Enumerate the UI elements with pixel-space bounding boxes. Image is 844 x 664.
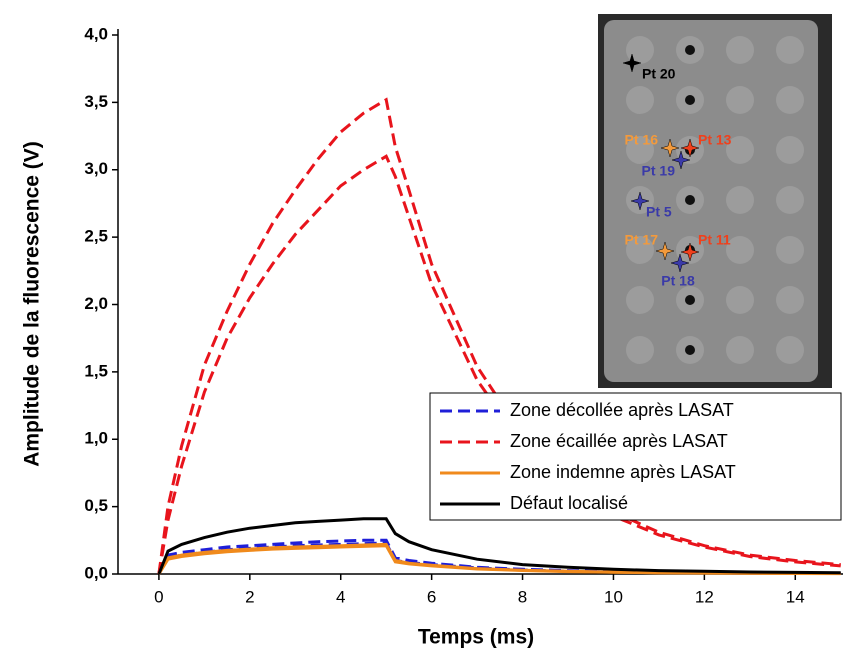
- y-axis-title: Amplitude de la fluorescence (V): [21, 141, 44, 467]
- x-tick-label: 2: [245, 587, 254, 606]
- legend-label: Zone indemne après LASAT: [510, 462, 736, 482]
- y-tick-label: 1,0: [84, 429, 108, 448]
- inset-hole: [685, 345, 695, 355]
- y-tick-label: 1,5: [84, 361, 108, 380]
- y-tick-label: 3,0: [84, 159, 108, 178]
- x-tick-label: 14: [786, 587, 805, 606]
- inset-spot: [726, 336, 754, 364]
- legend-label: Zone décollée après LASAT: [510, 400, 734, 420]
- inset-star: [660, 138, 680, 158]
- inset-spot: [776, 86, 804, 114]
- y-tick-label: 0,5: [84, 496, 108, 515]
- legend-box: [429, 392, 842, 521]
- inset-hole: [685, 295, 695, 305]
- inset-label: Pt 16: [625, 132, 659, 148]
- inset-spot: [626, 236, 654, 264]
- series-line: [157, 517, 841, 575]
- inset-hole: [685, 95, 695, 105]
- inset-spot: [776, 136, 804, 164]
- inset-star: [622, 53, 642, 73]
- x-tick-label: 10: [604, 587, 623, 606]
- x-axis-title: Temps (ms): [418, 626, 534, 649]
- inset-hole: [685, 195, 695, 205]
- inset-spot: [776, 236, 804, 264]
- series-line: [157, 544, 841, 576]
- inset-spot: [726, 86, 754, 114]
- inset-spot: [626, 86, 654, 114]
- inset-spot: [726, 236, 754, 264]
- inset-star: [655, 241, 675, 261]
- inset-star: [680, 138, 700, 158]
- inset-spot: [726, 186, 754, 214]
- series-line: [157, 97, 841, 575]
- inset-star: [630, 191, 650, 211]
- inset-hole: [685, 45, 695, 55]
- inset-label: Pt 5: [646, 204, 672, 220]
- inset-spot: [776, 286, 804, 314]
- inset-label: Pt 20: [642, 66, 676, 82]
- series-line: [157, 154, 841, 575]
- legend-label: Défaut localisé: [510, 493, 628, 513]
- inset-label: Pt 19: [642, 163, 676, 179]
- inset-spot: [726, 36, 754, 64]
- inset-spot: [726, 136, 754, 164]
- x-tick-label: 12: [695, 587, 714, 606]
- y-tick-label: 0,0: [84, 563, 108, 582]
- inset-spot: [726, 286, 754, 314]
- y-tick-label: 2,0: [84, 294, 108, 313]
- y-tick-label: 3,5: [84, 92, 108, 111]
- inset-image: Pt 20 Pt 16 Pt 13 Pt 19 Pt 5 Pt 17 Pt 11 Pt 18: [598, 14, 832, 388]
- inset-spot: [776, 336, 804, 364]
- inset-label: Pt 11: [698, 232, 731, 248]
- inset-star: [670, 253, 690, 273]
- inset-star: [680, 242, 700, 262]
- x-tick-label: 6: [427, 587, 436, 606]
- inset-plate: [604, 20, 818, 382]
- x-tick-label: 8: [518, 587, 527, 606]
- inset-spot: [626, 286, 654, 314]
- inset-spot: [776, 36, 804, 64]
- x-tick-label: 0: [154, 587, 163, 606]
- y-tick-label: 4,0: [84, 24, 108, 43]
- inset-label: Pt 17: [625, 232, 659, 248]
- inset-spot: [776, 186, 804, 214]
- legend-label: Zone écaillée après LASAT: [510, 431, 728, 451]
- inset-label: Pt 13: [698, 132, 732, 148]
- y-tick-label: 2,5: [84, 227, 108, 246]
- x-tick-label: 4: [336, 587, 345, 606]
- inset-spot: [626, 336, 654, 364]
- inset-label: Pt 18: [661, 273, 695, 289]
- inset-star: [671, 150, 691, 170]
- inset-spot: [626, 136, 654, 164]
